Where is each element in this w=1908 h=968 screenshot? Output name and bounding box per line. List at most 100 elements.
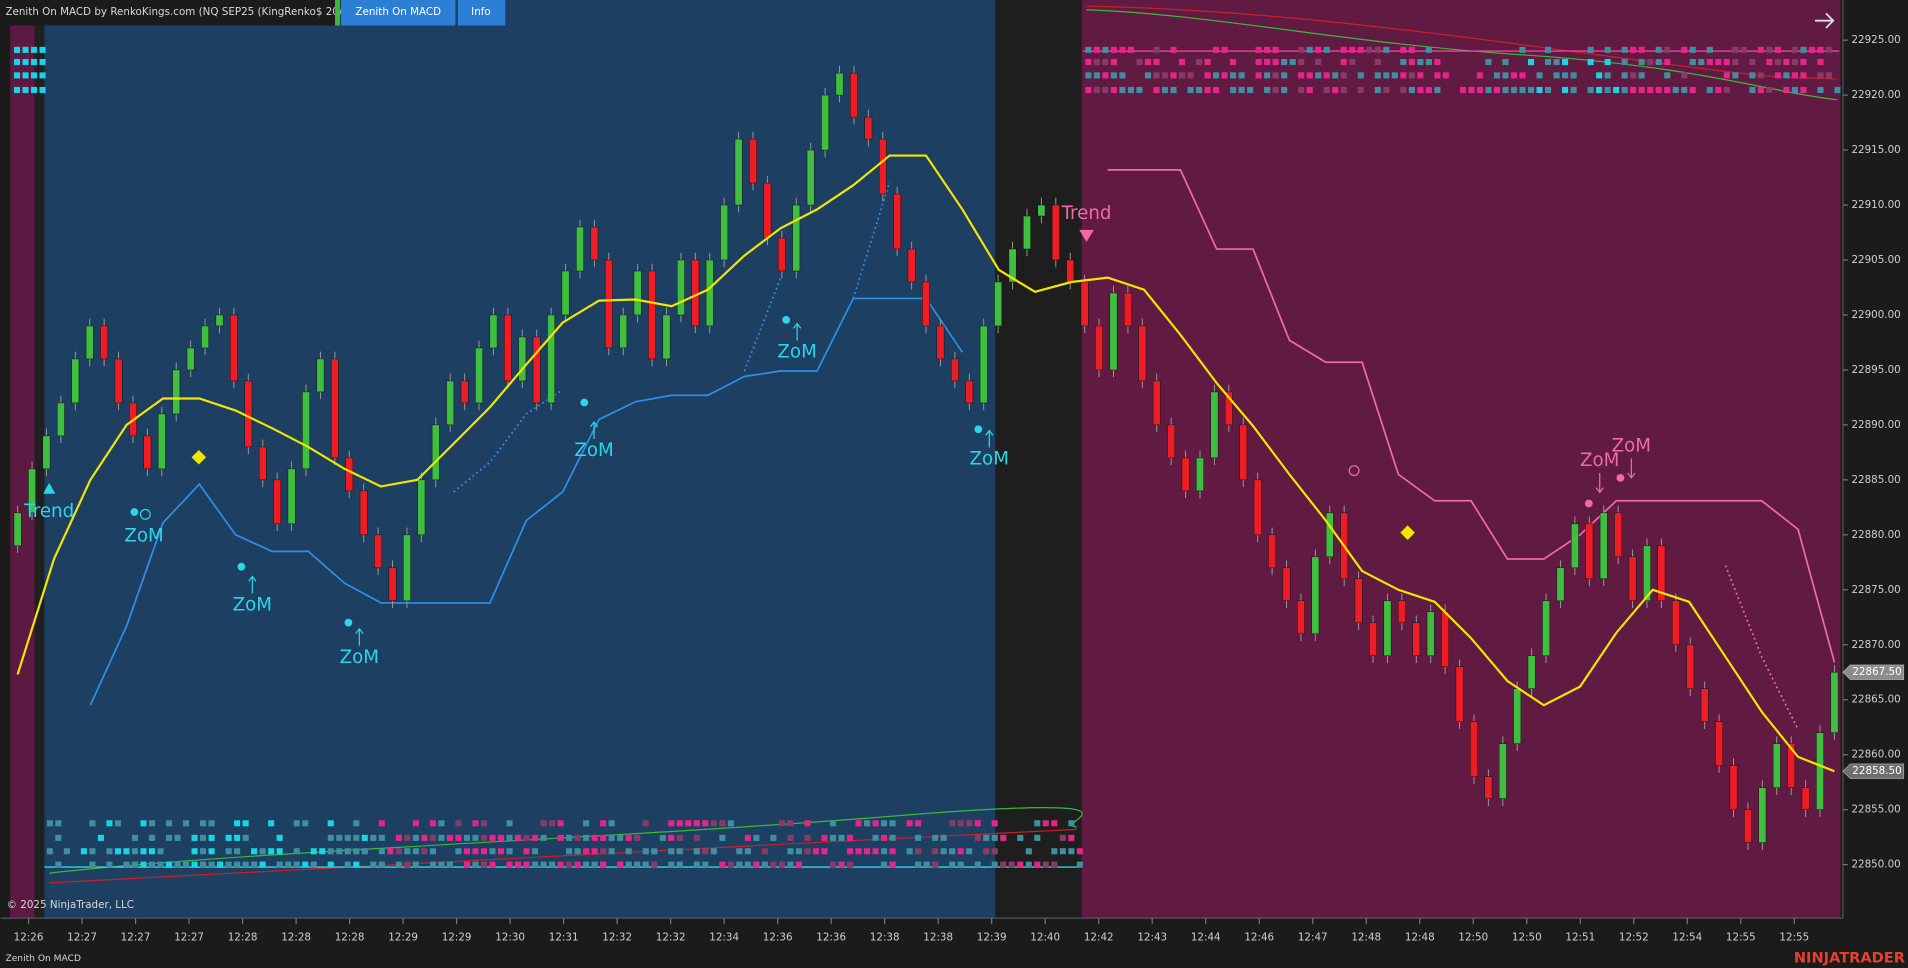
signal-square bbox=[1323, 72, 1330, 79]
signal-square bbox=[668, 820, 675, 827]
signal-square bbox=[1459, 86, 1466, 94]
signal-square bbox=[991, 820, 998, 827]
signal-square bbox=[1357, 86, 1364, 94]
signal-square bbox=[1110, 46, 1117, 53]
signal-square bbox=[378, 820, 385, 827]
candle bbox=[71, 358, 80, 404]
candle bbox=[1080, 281, 1089, 327]
info-button-label[interactable]: Info bbox=[471, 6, 491, 18]
signal-square bbox=[1800, 86, 1807, 94]
signal-square bbox=[421, 834, 428, 841]
info-button[interactable] bbox=[457, 0, 506, 26]
signal-square bbox=[1604, 72, 1611, 79]
signal-square bbox=[625, 848, 632, 855]
signal-square bbox=[259, 848, 266, 855]
signal-square bbox=[1051, 820, 1058, 827]
signal-square bbox=[63, 848, 70, 855]
candle bbox=[1614, 512, 1623, 558]
candle bbox=[878, 138, 887, 195]
candle bbox=[258, 446, 267, 481]
signal-square bbox=[778, 861, 785, 868]
signal-square bbox=[1196, 86, 1203, 94]
header-bar bbox=[0, 0, 336, 26]
candle bbox=[186, 347, 195, 371]
indicator-button-label[interactable]: Zenith On MACD bbox=[355, 6, 441, 18]
signal-square bbox=[293, 820, 300, 827]
signal-square bbox=[1383, 46, 1390, 53]
signal-square bbox=[1289, 58, 1296, 66]
x-tick-label: 12:30 bbox=[495, 932, 525, 944]
candle bbox=[1152, 380, 1161, 426]
x-tick-label: 12:28 bbox=[281, 932, 311, 944]
candle bbox=[1686, 644, 1695, 689]
signal-square bbox=[625, 834, 632, 841]
signal-square bbox=[30, 58, 38, 66]
signal-square bbox=[1493, 86, 1501, 94]
y-tick-label: 22920.00 bbox=[1851, 89, 1900, 101]
x-tick-label: 12:28 bbox=[228, 932, 258, 944]
candle bbox=[1787, 743, 1796, 788]
indicator-line bbox=[1724, 565, 1799, 730]
candle bbox=[1830, 672, 1839, 733]
signal-square bbox=[208, 848, 215, 855]
signal-square bbox=[1281, 72, 1288, 79]
signal-square bbox=[429, 848, 436, 855]
signal-square bbox=[234, 820, 241, 827]
signal-square bbox=[22, 86, 29, 94]
signal-square bbox=[327, 834, 334, 841]
candle bbox=[518, 336, 527, 382]
candle bbox=[619, 314, 628, 349]
signal-square bbox=[574, 848, 581, 855]
signal-square bbox=[736, 848, 743, 855]
candle bbox=[1412, 622, 1421, 657]
signal-square bbox=[1085, 46, 1092, 53]
annotation: ZoM bbox=[777, 342, 816, 363]
signal-square bbox=[1204, 58, 1211, 66]
x-tick-label: 12:52 bbox=[1619, 932, 1649, 944]
candle bbox=[1109, 292, 1118, 371]
signal-square bbox=[131, 834, 139, 841]
signal-square bbox=[549, 861, 556, 868]
signal-square bbox=[1774, 72, 1781, 79]
x-tick-label: 12:29 bbox=[442, 932, 472, 944]
candle bbox=[1138, 325, 1147, 382]
signal-square bbox=[1834, 86, 1841, 94]
signal-square bbox=[1298, 58, 1305, 66]
signal-square bbox=[1715, 58, 1722, 66]
candle bbox=[359, 490, 368, 536]
signal-square bbox=[702, 820, 709, 827]
candle bbox=[1513, 688, 1522, 744]
signal-square bbox=[642, 848, 649, 855]
signal-square bbox=[1681, 72, 1688, 79]
signal-square bbox=[932, 834, 939, 841]
candle bbox=[633, 270, 642, 316]
candle bbox=[143, 435, 152, 470]
signal-square bbox=[148, 820, 156, 827]
signal-square bbox=[438, 820, 445, 827]
signal-square bbox=[1553, 72, 1560, 79]
signal-target bbox=[1348, 465, 1360, 477]
signal-square bbox=[1238, 72, 1245, 79]
signal-square bbox=[174, 861, 181, 868]
signal-square bbox=[1255, 46, 1262, 53]
signal-square bbox=[1408, 58, 1415, 66]
indicator-button[interactable] bbox=[341, 0, 456, 26]
signal-square bbox=[1655, 46, 1662, 53]
signal-squares bbox=[13, 46, 1841, 868]
signal-arrow bbox=[589, 420, 599, 440]
candle bbox=[777, 237, 786, 272]
scroll-arrow[interactable] bbox=[1814, 12, 1835, 29]
annotation: ZoM bbox=[340, 647, 379, 668]
signal-square bbox=[370, 834, 377, 841]
signal-square bbox=[480, 861, 488, 868]
signal-square bbox=[1153, 58, 1160, 66]
signal-square bbox=[744, 848, 751, 855]
signal-square bbox=[1502, 86, 1509, 94]
candle bbox=[403, 534, 411, 602]
signal-square bbox=[838, 834, 845, 841]
signal-square bbox=[915, 861, 922, 868]
signal-square bbox=[574, 861, 581, 868]
signal-square bbox=[1749, 58, 1756, 66]
signal-square bbox=[506, 834, 513, 841]
signal-square bbox=[1425, 86, 1432, 94]
